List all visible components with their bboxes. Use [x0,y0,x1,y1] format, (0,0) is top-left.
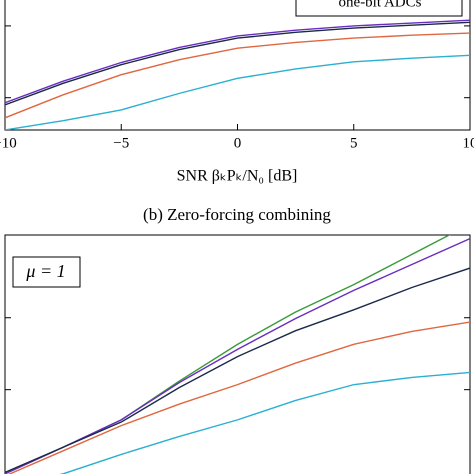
series-group [5,19,470,130]
plot-frame [4,234,471,474]
series-line [59,371,470,474]
series-line [5,21,470,106]
x-tick-label: 5 [350,135,358,151]
caption: (b) Zero-forcing combining [143,205,331,224]
x-tick-label: 10 [463,135,474,151]
series-line [5,54,470,130]
x-tick-label: −10 [0,135,17,151]
series-line [5,32,470,119]
annotation: μ = 1 [25,261,65,281]
series-line [7,321,470,474]
annotation-box [12,256,81,288]
x-axis-label: SNR βₖPₖ/N₀ [dB] [177,168,298,185]
x-tick-label: 0 [234,135,242,151]
legend-box [295,0,463,17]
series-line [5,267,470,474]
series-line [5,19,470,104]
series-group [5,235,470,474]
x-tick-label: −5 [113,135,129,151]
legend-text: one-bit ADCs [339,0,422,10]
plot-frame [4,0,471,131]
